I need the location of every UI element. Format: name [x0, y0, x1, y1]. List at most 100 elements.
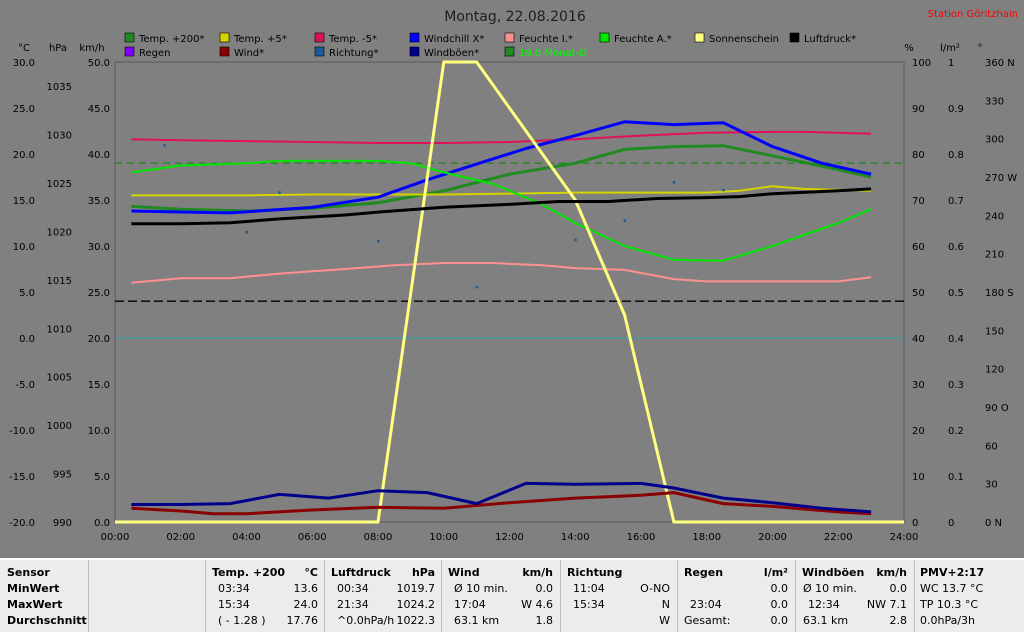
rain-tick-label: 1 [948, 58, 954, 69]
direction-tick-label: 180 S [985, 288, 1014, 299]
pmv-windchill: WC 13.7 °C [920, 582, 984, 595]
weather-chart: Montag, 22.08.2016 Station Göritzhain Te… [9, 9, 1018, 543]
humidity-tick-label: 90 [912, 104, 925, 115]
temp-tick-label: -15.0 [9, 472, 35, 483]
wind-tick-label: 45.0 [88, 104, 110, 115]
wind-tick-label: 35.0 [88, 196, 110, 207]
pmv-pressure-trend: 0.0hPa/3h [920, 614, 976, 627]
series-temp-5-line [131, 130, 872, 144]
humidity-tick-label: 40 [912, 334, 925, 345]
wind-tick-label: 20.0 [88, 334, 110, 345]
series-luftdruck-line [131, 187, 872, 226]
legend-row2-label-1: Wind* [234, 48, 264, 59]
direction-tick-label: 330 [985, 96, 1004, 107]
wind-avg-value: 1.8 [535, 614, 554, 627]
rain-tick-label: 0.5 [948, 288, 964, 299]
direction-tick-label: 30 [985, 480, 998, 491]
humidity-tick-label: 0 [912, 518, 918, 529]
series-windb-en-line [131, 481, 872, 514]
wind-tick-label: 30.0 [88, 242, 110, 253]
wind-tick-label: 50.0 [88, 58, 110, 69]
temp-unit: °C [304, 566, 318, 579]
legend-row1-swatch-7 [789, 32, 800, 43]
direction-tick-label: 0 N [985, 518, 1002, 529]
series-richtung-point [475, 285, 479, 289]
temp-max-time: 15:34 [218, 598, 250, 611]
gust-unit: km/h [876, 566, 907, 579]
pressure-header: Luftdruck [331, 566, 391, 579]
legend-row1-swatch-2 [314, 32, 325, 43]
legend-row2-label-2: Richtung* [329, 48, 379, 59]
series-richtung-point [245, 230, 248, 234]
x-tick-label: 12:00 [495, 532, 524, 543]
gust-max-time: 12:34 [808, 598, 840, 611]
direction-tick-label: 270 W [985, 173, 1017, 184]
sensor-row-avg: Durchschnitt [7, 614, 87, 627]
gust-distance: 63.1 km [803, 614, 849, 627]
direction-header: Richtung [567, 566, 623, 579]
series-richtung-point [623, 219, 627, 222]
pressure-avg-value: 1022.3 [396, 614, 436, 627]
reference-lines [115, 162, 904, 339]
temp-min-time: 03:34 [218, 582, 250, 595]
series-feuchte-a-line [131, 159, 872, 262]
humidity-tick-label: 100 [912, 58, 931, 69]
wind-header: Wind [448, 566, 480, 579]
pressure-axis-unit: hPa [49, 43, 67, 54]
legend-row1-label-0: Temp. +200* [138, 34, 204, 45]
rain-tick-label: 0.1 [948, 472, 964, 483]
pressure-tick-label: 1020 [47, 227, 72, 238]
direction-tick-label: 60 [985, 441, 998, 452]
temp-tick-label: 25.0 [13, 104, 35, 115]
chart-legend: Temp. +200* Temp. +5* Temp. -5* Windchill X… [124, 32, 856, 59]
pmv-header: PMV+2:17 [920, 566, 985, 579]
gust-max-value: NW 7.1 [866, 598, 907, 611]
x-tick-label: 20:00 [758, 532, 787, 543]
legend-row1-label-5: Feuchte A.* [614, 34, 672, 45]
series-richtung-point [163, 144, 166, 147]
gust-min-value: 0.0 [889, 582, 908, 595]
humidity-axis-unit: % [904, 43, 914, 54]
chart-series [115, 60, 904, 524]
legend-row1-swatch-4 [504, 32, 515, 43]
rain-tick-label: 0.2 [948, 426, 964, 437]
temp-tick-label: 10.0 [13, 242, 35, 253]
x-tick-label: 04:00 [232, 532, 261, 543]
legend-row1-swatch-6 [694, 32, 705, 43]
x-tick-label: 14:00 [561, 532, 590, 543]
wind-max-value: W 4.6 [521, 598, 553, 611]
temp-tick-label: 15.0 [13, 196, 35, 207]
rain-tick-label: 0.7 [948, 196, 964, 207]
direction-tick-label: 240 [985, 211, 1004, 222]
legend-row1-swatch-1 [219, 32, 230, 43]
x-tick-label: 18:00 [692, 532, 721, 543]
legend-row1-label-2: Temp. -5* [328, 34, 377, 45]
legend-row2-swatch-2 [314, 46, 325, 57]
wind-min-value: 0.0 [535, 582, 554, 595]
x-tick-label: 22:00 [824, 532, 853, 543]
rain-tick-label: 0.3 [948, 380, 964, 391]
x-tick-label: 02:00 [166, 532, 195, 543]
rain-axis-unit: l/m² [940, 43, 960, 54]
direction-min-value: O-NO [640, 582, 670, 595]
legend-row1-label-1: Temp. +5* [233, 34, 287, 45]
series-richtung-point [574, 238, 577, 242]
temp-tick-label: 20.0 [13, 150, 35, 161]
rain-header: Regen [684, 566, 724, 579]
legend-row1-label-7: Luftdruck* [804, 34, 856, 45]
humidity-tick-label: 80 [912, 150, 925, 161]
pressure-tick-label: 1010 [47, 324, 72, 335]
station-name: Station Göritzhain [928, 9, 1018, 20]
temp-max-value: 24.0 [293, 598, 319, 611]
series-feuchte-i-line [131, 262, 872, 284]
rain-tick-label: 0.8 [948, 150, 964, 161]
rain-tick-label: 0.9 [948, 104, 964, 115]
rain-max-time: 23:04 [690, 598, 722, 611]
plot-area [114, 61, 905, 523]
rain-tick-label: 0.6 [948, 242, 964, 253]
temp-min-value: 13.6 [293, 582, 319, 595]
wind-distance: 63.1 km [454, 614, 500, 627]
direction-tick-label: 210 [985, 250, 1004, 261]
temp-tick-label: 30.0 [13, 58, 35, 69]
x-tick-label: 08:00 [364, 532, 393, 543]
